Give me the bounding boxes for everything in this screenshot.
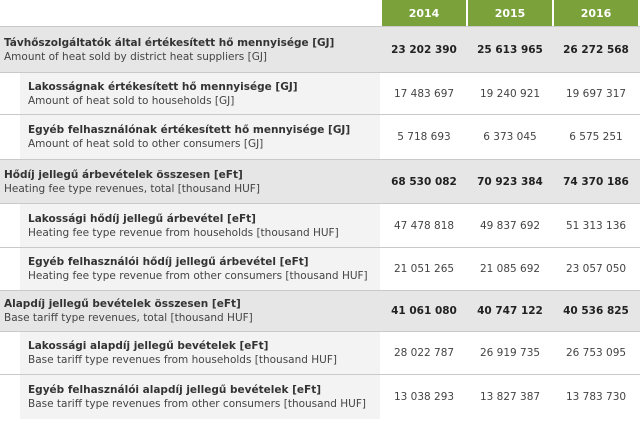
row-label-wrap: Egyéb felhasználói hődíj jellegű árbevét… (0, 248, 380, 290)
row-label-wrap: Lakossági alapdíj jellegű bevételek [eFt… (0, 332, 380, 374)
value-cell-2015: 40 747 122 (477, 305, 543, 317)
value-cell-2014: 5 718 693 (382, 115, 466, 159)
value-cell-2015: 70 923 384 (477, 175, 543, 188)
row-label: Egyéb felhasználói hődíj jellegű árbevét… (20, 248, 380, 290)
value-cell-2015: 19 240 921 (468, 73, 552, 114)
value-cell-2016: 13 783 730 (554, 375, 638, 419)
table-row-total: Hődíj jellegű árbevételek összesen [eFt]… (0, 159, 640, 203)
table-row-sub: Egyéb felhasználói alapdíj jellegű bevét… (0, 374, 640, 419)
value-cell-2015: 21 085 692 (468, 248, 552, 290)
table-header: 2014 2015 2016 (0, 0, 640, 26)
row-label: Egyéb felhasználói alapdíj jellegű bevét… (20, 375, 380, 419)
table-row-sub: Lakossági alapdíj jellegű bevételek [eFt… (0, 331, 640, 374)
value-cell-2016: 6 575 251 (554, 115, 638, 159)
row-label-english: Amount of heat sold by district heat sup… (4, 50, 268, 63)
indent-spacer (0, 115, 20, 159)
table-row-sub: Egyéb felhasználói hődíj jellegű árbevét… (0, 247, 640, 290)
year-header-2015: 2015 (468, 0, 552, 26)
value-cell-2014: 28 022 787 (382, 332, 466, 374)
year-header-2016: 2016 (554, 0, 638, 26)
row-label-hungarian: Lakossági alapdíj jellegű bevételek [eFt… (28, 340, 269, 352)
table-row-sub: Egyéb felhasználónak értékesített hő men… (0, 114, 640, 159)
value-cell-2016: 51 313 136 (554, 204, 638, 247)
table-row-sub: Lakosságnak értékesített hő mennyisége [… (0, 72, 640, 114)
value-cell-2016: 23 057 050 (554, 248, 638, 290)
value-cell-2015: 26 919 735 (468, 332, 552, 374)
table-body: Távhőszolgáltatók által értékesített hő … (0, 26, 640, 419)
table-row-total: Távhőszolgáltatók által értékesített hő … (0, 26, 640, 72)
value-cell-2014: 41 061 080 (391, 305, 457, 317)
row-label-wrap: Egyéb felhasználói alapdíj jellegű bevét… (0, 375, 380, 419)
row-label: Alapdíj jellegű bevételek összesen [eFt]… (0, 291, 380, 331)
row-label-wrap: Egyéb felhasználónak értékesített hő men… (0, 115, 380, 159)
row-label: Egyéb felhasználónak értékesített hő men… (20, 115, 380, 159)
row-label-hungarian: Távhőszolgáltatók által értékesített hő … (4, 36, 335, 49)
row-label-english: Amount of heat sold to households [GJ] (28, 94, 235, 107)
row-label-english: Heating fee type revenue from other cons… (28, 270, 368, 282)
row-label: Távhőszolgáltatók által értékesített hő … (0, 27, 380, 72)
value-cell-2014: 23 202 390 (391, 43, 457, 56)
row-label-hungarian: Hődíj jellegű árbevételek összesen [eFt] (4, 168, 243, 181)
value-cell-2015: 25 613 965 (477, 43, 543, 56)
value-cell-2016: 74 370 186 (563, 175, 629, 188)
row-label-wrap: Lakossági hődíj jellegű árbevétel [eFt] H… (0, 204, 380, 247)
row-label: Lakosságnak értékesített hő mennyisége [… (20, 73, 380, 114)
table-row-sub: Lakossági hődíj jellegű árbevétel [eFt] H… (0, 203, 640, 247)
value-cell-2014: 17 483 697 (382, 73, 466, 114)
row-label: Lakossági hődíj jellegű árbevétel [eFt] H… (20, 204, 380, 247)
row-label-english: Base tariff type revenues from household… (28, 354, 337, 366)
value-cell-2014: 68 530 082 (391, 175, 457, 188)
value-cell-2014: 21 051 265 (382, 248, 466, 290)
row-label-english: Base tariff type revenues from other con… (28, 398, 366, 410)
row-label-wrap: Lakosságnak értékesített hő mennyisége [… (0, 73, 380, 114)
indent-spacer (0, 375, 20, 419)
indent-spacer (0, 204, 20, 247)
row-label-hungarian: Lakossági hődíj jellegű árbevétel [eFt] (28, 212, 256, 225)
value-cell-2014: 13 038 293 (382, 375, 466, 419)
row-label-english: Base tariff type revenues, total [thousa… (4, 312, 253, 324)
value-cell-2014: 47 478 818 (382, 204, 466, 247)
row-label-hungarian: Egyéb felhasználói alapdíj jellegű bevét… (28, 384, 322, 396)
indent-spacer (0, 332, 20, 374)
value-cell-2015: 49 837 692 (468, 204, 552, 247)
indent-spacer (0, 73, 20, 114)
row-label-english: Amount of heat sold to other consumers [… (28, 138, 264, 150)
value-cell-2016: 19 697 317 (554, 73, 638, 114)
value-cell-2015: 13 827 387 (468, 375, 552, 419)
table-row-total: Alapdíj jellegű bevételek összesen [eFt]… (0, 290, 640, 331)
row-label-english: Heating fee type revenues, total [thousa… (4, 182, 260, 195)
row-label-hungarian: Lakosságnak értékesített hő mennyisége [… (28, 80, 298, 93)
row-label-hungarian: Alapdíj jellegű bevételek összesen [eFt] (4, 298, 241, 310)
value-cell-2016: 40 536 825 (563, 305, 629, 317)
value-cell-2015: 6 373 045 (468, 115, 552, 159)
indent-spacer (0, 248, 20, 290)
row-label-hungarian: Egyéb felhasználói hődíj jellegű árbevét… (28, 256, 309, 268)
row-label-english: Heating fee type revenue from households… (28, 226, 339, 239)
value-cell-2016: 26 753 095 (554, 332, 638, 374)
row-label: Hődíj jellegű árbevételek összesen [eFt]… (0, 160, 380, 203)
row-label-hungarian: Egyéb felhasználónak értékesített hő men… (28, 124, 351, 136)
header-spacer (0, 0, 380, 26)
row-label: Lakossági alapdíj jellegű bevételek [eFt… (20, 332, 380, 374)
year-header-2014: 2014 (382, 0, 466, 26)
value-cell-2016: 26 272 568 (563, 43, 629, 56)
